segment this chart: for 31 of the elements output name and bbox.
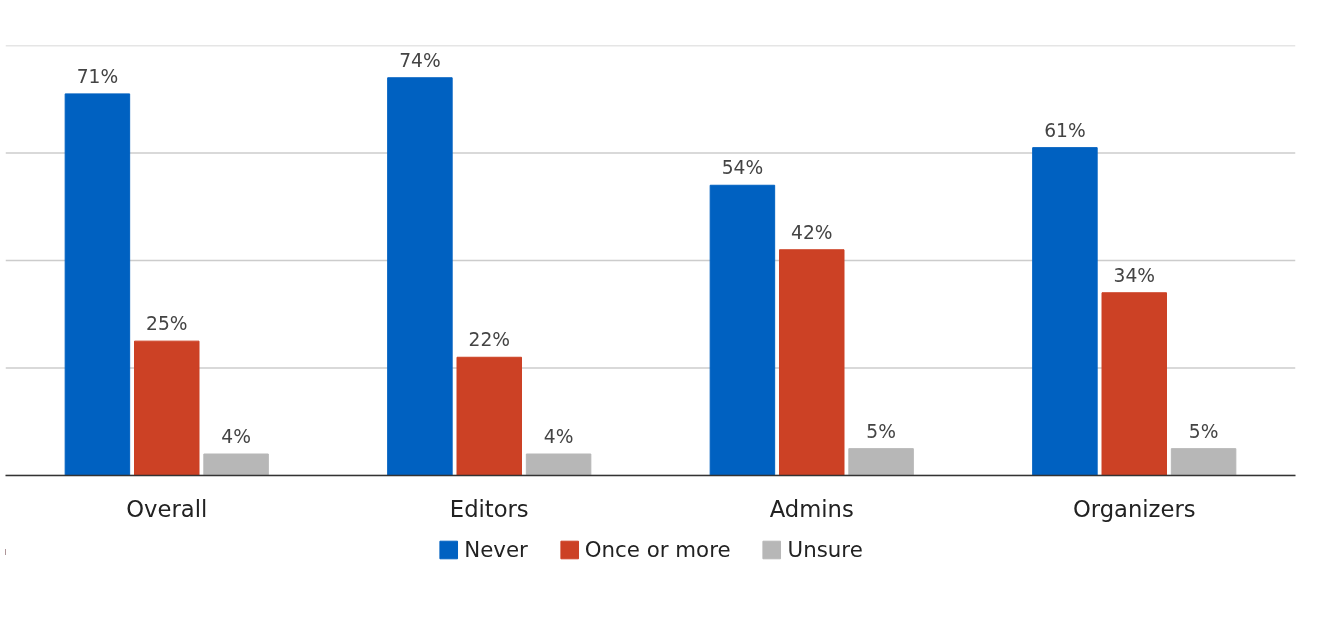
data-label: 25% [146,313,188,335]
bar [525,453,592,476]
data-label: 5% [866,420,896,442]
bar [64,93,131,476]
bar [456,356,522,476]
bar [1170,448,1237,476]
bar [387,77,453,476]
data-label: 22% [468,329,510,351]
bar [779,249,845,476]
data-label: 54% [721,157,764,179]
x-tick-label: Organizers [1072,495,1196,522]
bar [709,184,776,476]
data-label: 5% [1188,420,1219,442]
data-label: 4% [543,426,574,447]
data-label: 34% [1113,264,1155,286]
legend-label: Once or more [584,536,731,562]
bar [203,453,269,476]
bar [134,340,200,476]
bar [1101,292,1167,476]
data-label: 74% [399,49,441,71]
bar [1032,147,1098,476]
data-label: 42% [791,221,833,243]
x-tick-label: Admins [769,495,854,522]
bar [848,448,914,476]
x-tick-label: Overall [126,495,208,522]
x-tick-label: Editors [449,495,529,522]
legend-label: Never [464,536,528,562]
data-label: 4% [221,426,251,447]
data-label: 71% [76,65,119,87]
data-label: 61% [1044,119,1086,141]
legend-label: Unsure [787,536,863,562]
